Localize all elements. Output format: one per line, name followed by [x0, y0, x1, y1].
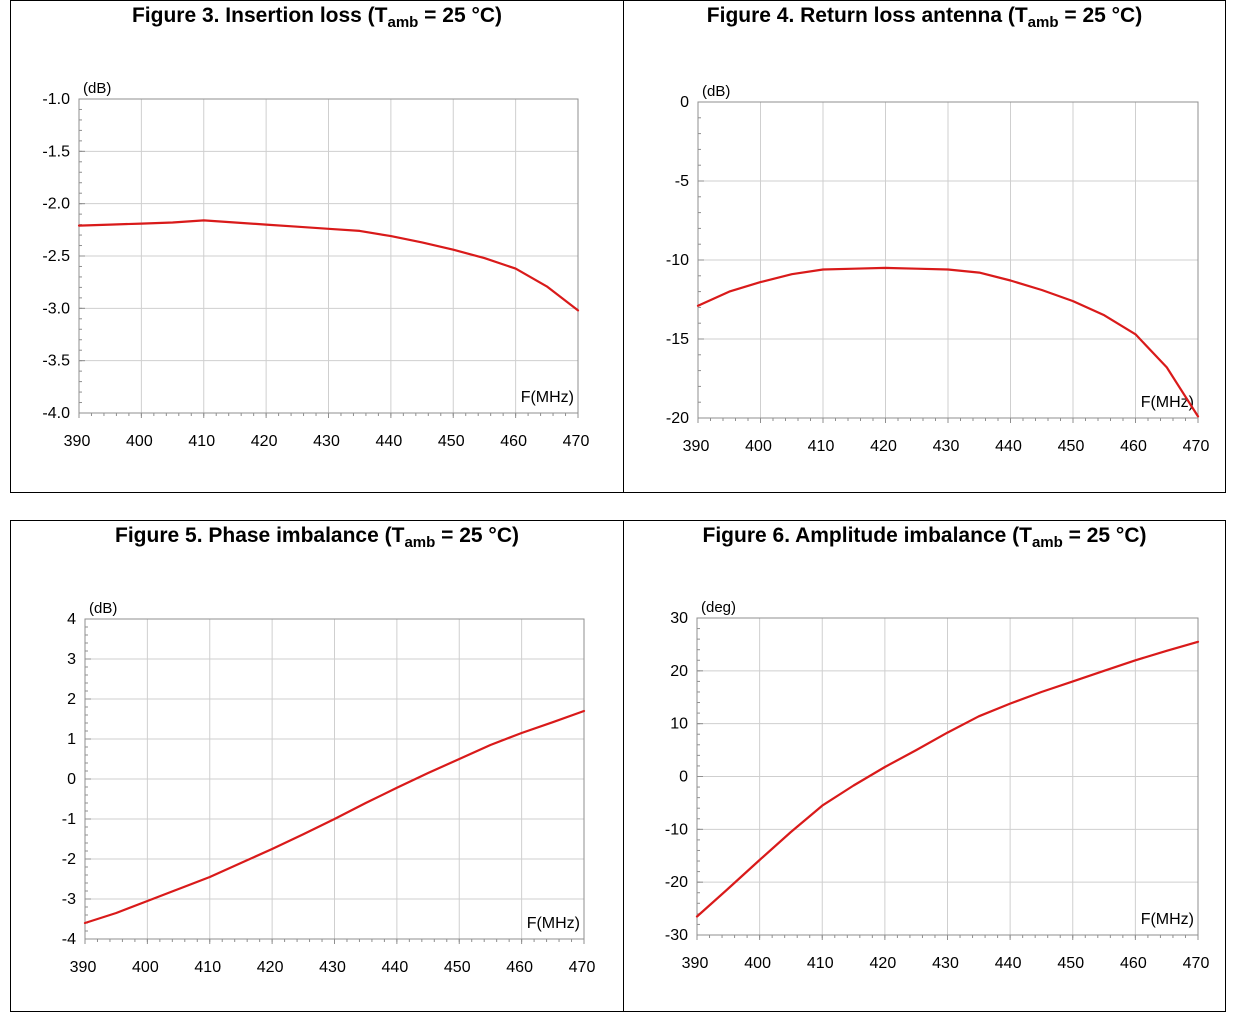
y-tick-label: -20	[666, 410, 689, 427]
series-line	[83, 709, 586, 925]
x-tick-label: 410	[188, 433, 215, 450]
plot-frame	[84, 618, 585, 940]
x-tick-label: 440	[995, 438, 1022, 455]
chart-title: Figure 6. Amplitude imbalance (Tamb = 25…	[702, 524, 1147, 551]
x-axis-label: F(MHz)	[527, 915, 580, 932]
x-tick-label: 410	[808, 438, 835, 455]
chart-panel-amplitude-imbalance: Figure 6. Amplitude imbalance (Tamb = 25…	[623, 520, 1226, 1012]
y-tick-label: -4.0	[42, 405, 70, 422]
y-tick-label: 0	[679, 769, 688, 786]
x-tick-label: 470	[569, 959, 596, 976]
x-axis-label: F(MHz)	[1141, 394, 1194, 411]
y-tick-label: -3.5	[42, 353, 70, 370]
y-tick-label: -5	[675, 173, 689, 190]
y-tick-label: -3.0	[42, 300, 70, 317]
x-tick-label: 430	[313, 433, 340, 450]
y-tick-label: -10	[665, 821, 688, 838]
y-unit-label: (dB)	[702, 83, 730, 100]
x-tick-label: 420	[870, 438, 897, 455]
y-tick-label: -2	[62, 851, 76, 868]
phase-imbalance-chart: 390 400 410 420 430 440 450 460 470 4 3 2 1 0 -1 -2 -3 -4…	[62, 600, 596, 976]
series-line	[77, 219, 580, 312]
y-tick-label: 3	[67, 651, 76, 668]
x-tick-label: 470	[1183, 955, 1210, 972]
plot-frame	[697, 101, 1199, 419]
x-tick-label: 400	[744, 955, 771, 972]
x-axis-label: F(MHz)	[1141, 911, 1194, 928]
y-tick-label: 20	[670, 663, 688, 680]
x-tick-label: 470	[1183, 438, 1210, 455]
y-tick-label: -10	[666, 252, 689, 269]
return-loss-chart: 390 400 410 420 430 440 450 460 470 0 -5 -10 -15 -20 (…	[666, 83, 1210, 455]
amplitude-imbalance-chart: 390 400 410 420 430 440 450 460 470 30 20 10 0 -10 -20…	[665, 599, 1210, 972]
series-line	[695, 640, 1200, 918]
x-tick-label: 420	[251, 433, 278, 450]
x-tick-label: 470	[563, 433, 590, 450]
x-tick-label: 410	[807, 955, 834, 972]
x-tick-label: 410	[194, 959, 221, 976]
x-tick-label: 390	[682, 955, 709, 972]
y-tick-label: 0	[680, 94, 689, 111]
y-tick-label: -30	[665, 927, 688, 944]
y-tick-label: -2.5	[42, 248, 70, 265]
x-tick-label: 450	[438, 433, 465, 450]
chart-panel-phase-imbalance: Figure 5. Phase imbalance (Tamb = 25 °C)…	[10, 520, 624, 1012]
x-tick-label: 390	[70, 959, 97, 976]
y-unit-label: (dB)	[83, 80, 111, 97]
plot-frame	[78, 98, 579, 414]
y-tick-label: -4	[62, 931, 76, 948]
y-tick-label: -2.0	[42, 196, 70, 213]
y-tick-label: 1	[67, 731, 76, 748]
insertion-loss-chart: 390 400 410 420 430 440 450 460 470 -1.0 -1.5 -2.0 -…	[42, 80, 590, 450]
x-tick-label: 430	[319, 959, 346, 976]
y-tick-label: -1.0	[42, 91, 70, 108]
x-tick-label: 430	[933, 438, 960, 455]
x-tick-label: 390	[683, 438, 710, 455]
x-tick-label: 430	[932, 955, 959, 972]
y-tick-label: -1.5	[42, 143, 70, 160]
y-tick-label: 2	[67, 691, 76, 708]
x-tick-label: 440	[376, 433, 403, 450]
y-tick-label: -1	[62, 811, 76, 828]
x-tick-label: 440	[995, 955, 1022, 972]
y-unit-label: (dB)	[89, 600, 117, 617]
y-tick-label: 30	[670, 610, 688, 627]
x-tick-label: 460	[1120, 955, 1147, 972]
y-tick-label: 0	[67, 771, 76, 788]
y-tick-label: -15	[666, 331, 689, 348]
chart-panel-insertion-loss: Figure 3. Insertion loss (Tamb = 25 °C) …	[10, 0, 624, 493]
x-tick-label: 460	[500, 433, 527, 450]
y-tick-label: 4	[67, 611, 76, 628]
x-tick-label: 390	[64, 433, 91, 450]
y-unit-label: (deg)	[701, 599, 736, 616]
x-tick-label: 400	[132, 959, 159, 976]
y-tick-label: 10	[670, 716, 688, 733]
series-line	[696, 266, 1200, 418]
x-tick-label: 400	[745, 438, 772, 455]
chart-panel-return-loss: Figure 4. Return loss antenna (Tamb = 25…	[623, 0, 1226, 493]
chart-title: Figure 3. Insertion loss (Tamb = 25 °C)	[131, 4, 503, 31]
x-tick-label: 420	[257, 959, 284, 976]
x-tick-label: 400	[126, 433, 153, 450]
x-tick-label: 450	[444, 959, 471, 976]
x-tick-label: 460	[1120, 438, 1147, 455]
x-tick-label: 450	[1057, 955, 1084, 972]
y-tick-label: -20	[665, 874, 688, 891]
x-tick-label: 440	[382, 959, 409, 976]
x-tick-label: 460	[506, 959, 533, 976]
y-tick-label: -3	[62, 891, 76, 908]
x-tick-label: 420	[870, 955, 897, 972]
x-tick-label: 450	[1058, 438, 1085, 455]
chart-title: Figure 5. Phase imbalance (Tamb = 25 °C)	[115, 524, 519, 551]
x-axis-label: F(MHz)	[521, 389, 574, 406]
chart-title: Figure 4. Return loss antenna (Tamb = 25…	[706, 4, 1143, 31]
plot-frame	[696, 617, 1199, 936]
